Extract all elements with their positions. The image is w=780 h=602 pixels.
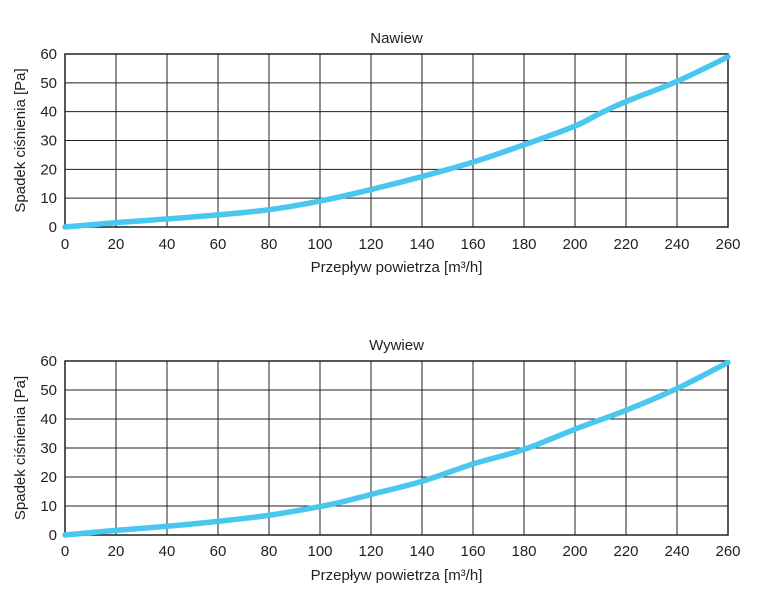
x-tick-label: 220 xyxy=(613,236,638,253)
x-tick-label: 80 xyxy=(261,543,278,560)
x-tick-label: 60 xyxy=(210,236,227,253)
series-line-wywiew xyxy=(62,359,731,538)
x-tick-label: 240 xyxy=(664,543,689,560)
x-tick-label: 0 xyxy=(61,543,69,560)
x-tick-label: 20 xyxy=(108,236,125,253)
x-tick-label: 120 xyxy=(358,543,383,560)
y-tick-label: 40 xyxy=(40,411,57,428)
x-axis-label: Przepływ powietrza [m³/h] xyxy=(311,567,483,584)
y-axis-label: Spadek ciśnienia [Pa] xyxy=(12,68,29,212)
x-tick-label: 260 xyxy=(715,543,740,560)
y-axis-label: Spadek ciśnienia [Pa] xyxy=(12,376,29,520)
x-tick-label: 180 xyxy=(511,543,536,560)
x-tick-label: 260 xyxy=(715,236,740,253)
y-tick-label: 50 xyxy=(40,75,57,92)
x-tick-label: 140 xyxy=(409,236,434,253)
series-line-nawiew xyxy=(62,54,731,230)
x-tick-label: 0 xyxy=(61,236,69,253)
x-axis-label: Przepływ powietrza [m³/h] xyxy=(311,259,483,276)
x-tick-label: 160 xyxy=(460,543,485,560)
y-tick-label: 40 xyxy=(40,104,57,121)
y-tick-label: 30 xyxy=(40,133,57,150)
x-tick-label: 40 xyxy=(159,236,176,253)
y-tick-label: 60 xyxy=(40,353,57,370)
x-tick-label: 180 xyxy=(511,236,536,253)
y-tick-label: 60 xyxy=(40,46,57,63)
chart-title: Nawiew xyxy=(370,30,423,47)
x-tick-label: 60 xyxy=(210,543,227,560)
y-tick-label: 20 xyxy=(40,161,57,178)
plot-frame xyxy=(64,360,729,536)
x-tick-label: 240 xyxy=(664,236,689,253)
x-tick-label: 20 xyxy=(108,543,125,560)
x-tick-label: 220 xyxy=(613,543,638,560)
y-tick-label: 30 xyxy=(40,440,57,457)
x-tick-label: 40 xyxy=(159,543,176,560)
x-tick-label: 200 xyxy=(562,236,587,253)
x-tick-label: 100 xyxy=(307,236,332,253)
y-tick-label: 10 xyxy=(40,190,57,207)
x-tick-label: 140 xyxy=(409,543,434,560)
chart-title: Wywiew xyxy=(369,337,424,354)
y-tick-label: 10 xyxy=(40,498,57,515)
x-tick-label: 120 xyxy=(358,236,383,253)
y-tick-label: 20 xyxy=(40,469,57,486)
x-tick-label: 160 xyxy=(460,236,485,253)
y-tick-label: 50 xyxy=(40,382,57,399)
plot-frame xyxy=(64,53,729,228)
x-tick-label: 100 xyxy=(307,543,332,560)
y-tick-label: 0 xyxy=(49,219,57,236)
x-tick-label: 80 xyxy=(261,236,278,253)
y-tick-label: 0 xyxy=(49,527,57,544)
x-tick-label: 200 xyxy=(562,543,587,560)
